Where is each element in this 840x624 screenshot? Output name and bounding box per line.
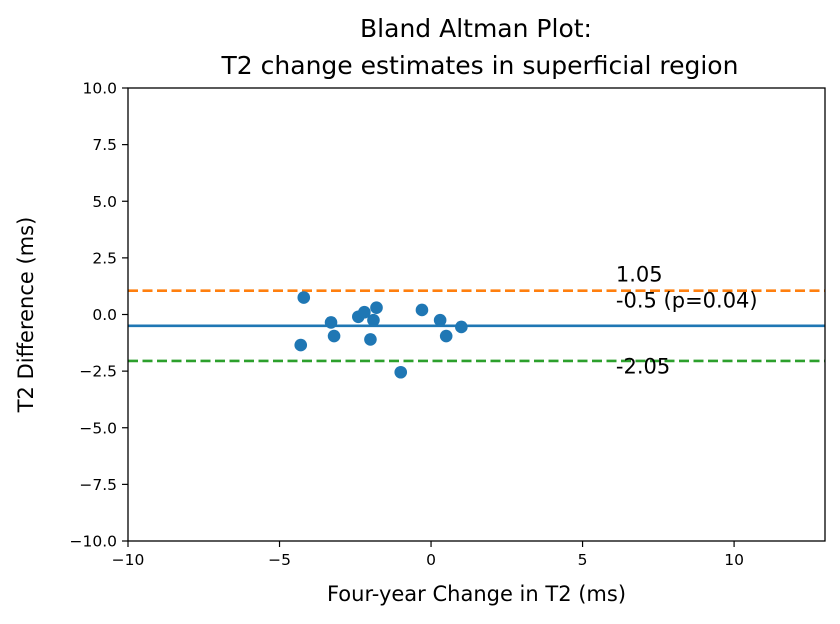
data-point-13: [455, 320, 468, 334]
data-point-1: [294, 338, 308, 352]
y-tick-label: −5.0: [79, 419, 117, 437]
data-point-10: [415, 303, 429, 317]
data-point-7: [367, 313, 380, 327]
data-point-0: [297, 291, 311, 304]
line-annotation-1: -0.5 (p=0.04): [616, 289, 758, 313]
chart-title-line-1: Bland Altman Plot:: [360, 14, 592, 43]
y-tick-label: 7.5: [92, 136, 117, 154]
data-point-6: [364, 333, 377, 346]
data-point-12: [439, 329, 453, 343]
plot-area-frame: [127, 87, 826, 542]
y-tick-label: 0.0: [92, 306, 117, 324]
data-point-9: [394, 365, 408, 379]
y-tick-label: 5.0: [92, 193, 117, 211]
y-tick-label: −10.0: [70, 533, 118, 551]
x-tick-label: 0: [426, 551, 436, 569]
y-tick-label: −2.5: [79, 363, 117, 381]
y-tick-label: 10.0: [82, 80, 117, 98]
data-point-5: [358, 305, 371, 319]
data-point-11: [433, 313, 447, 327]
data-point-3: [327, 329, 341, 343]
x-tick-label: −5: [268, 551, 291, 569]
y-tick-label: 2.5: [92, 249, 117, 267]
x-tick-label: −10: [112, 551, 145, 569]
x-tick-label: 5: [578, 551, 588, 569]
x-axis-label: Four-year Change in T2 (ms): [327, 582, 626, 606]
data-point-8: [370, 301, 383, 315]
line-annotation-0: 1.05: [616, 263, 663, 287]
y-tick-label: −7.5: [79, 476, 117, 494]
y-axis-label: T2 Difference (ms): [14, 217, 38, 414]
data-point-2: [324, 316, 338, 329]
line-annotation-2: -2.05: [616, 354, 670, 378]
x-tick-label: 10: [724, 551, 744, 569]
chart-title-line-2: T2 change estimates in superficial regio…: [221, 51, 739, 80]
